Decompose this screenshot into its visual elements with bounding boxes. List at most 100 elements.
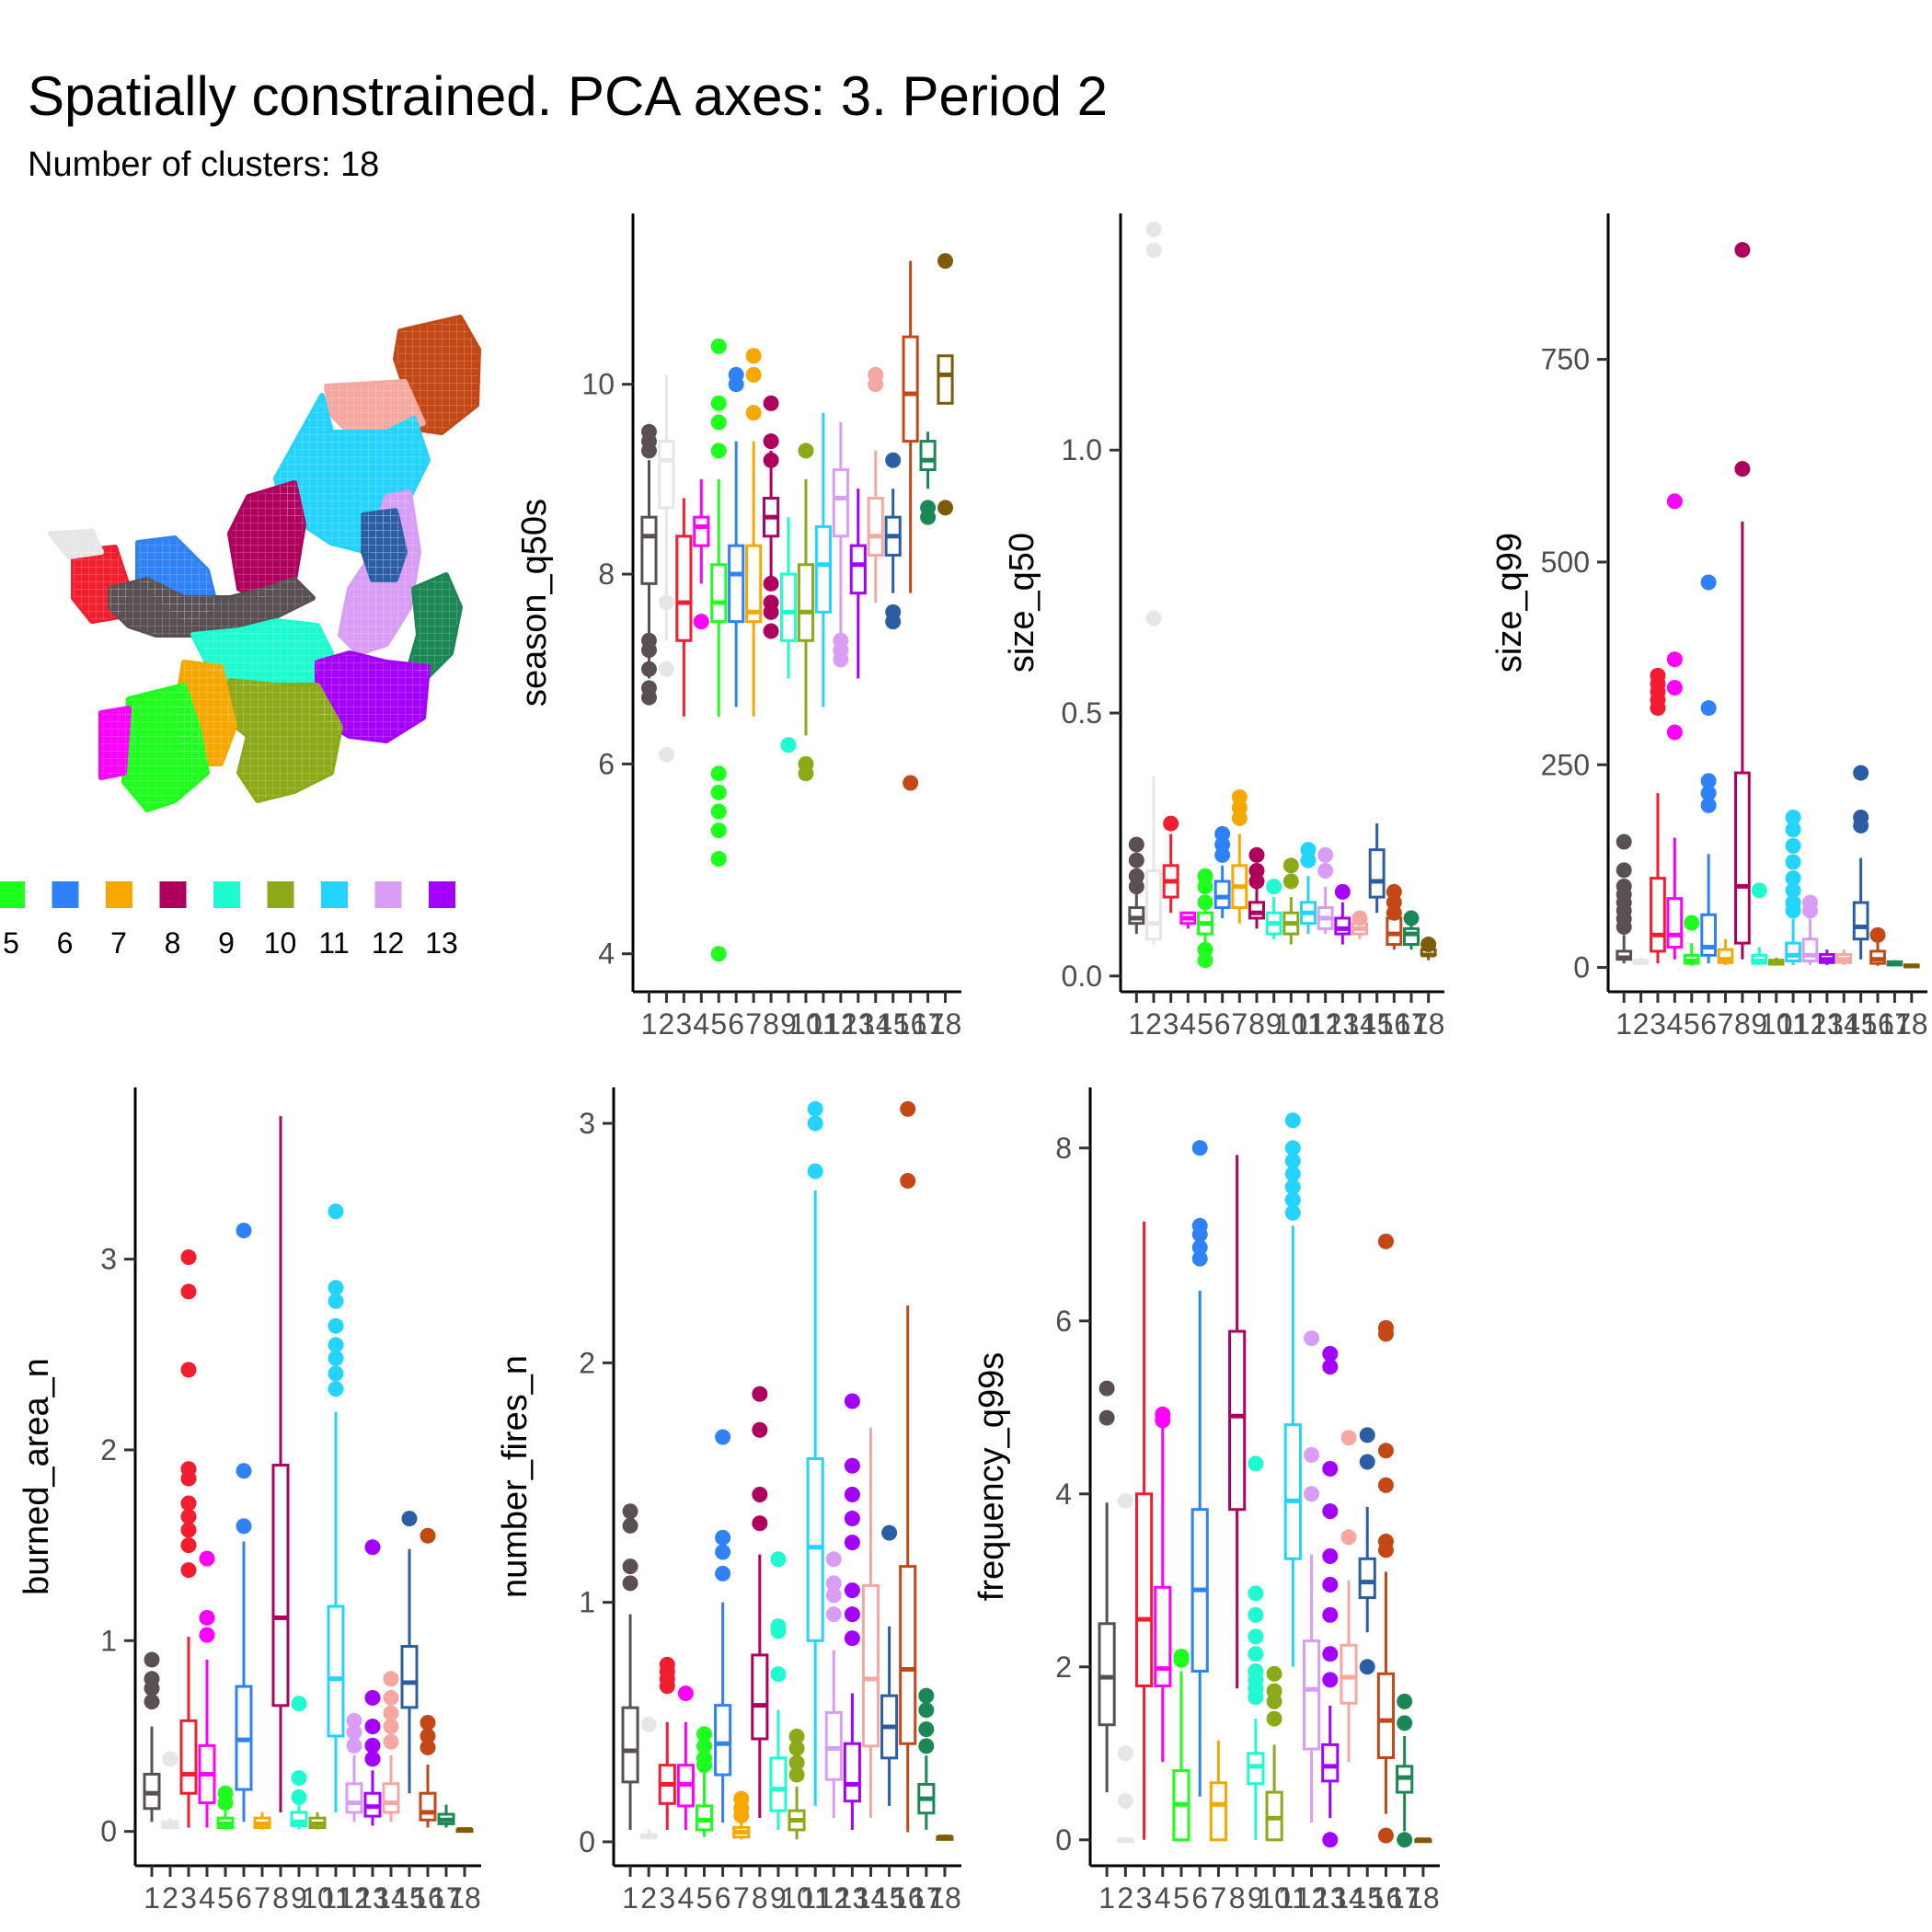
map-grid-texture <box>51 532 101 557</box>
box-cluster-17 <box>437 1804 455 1828</box>
x-tick-label: 10 <box>1258 1881 1291 1915</box>
outlier-point <box>710 414 727 431</box>
box-iqr <box>1334 916 1351 936</box>
box-cluster-9 <box>1265 879 1282 939</box>
box-cluster-4 <box>1666 493 1684 960</box>
outlier-point <box>1248 1628 1264 1645</box>
outlier-point <box>715 1429 731 1445</box>
outlier-point <box>1304 1486 1320 1502</box>
map-grid-texture <box>363 511 405 580</box>
outlier-point <box>658 594 674 611</box>
legend-swatch <box>429 881 455 908</box>
outlier-point <box>1351 910 1368 926</box>
box-cluster-16 <box>902 260 919 791</box>
outlier-point <box>1322 1461 1339 1478</box>
x-tick-label: 8 <box>763 1007 779 1041</box>
outlier-point <box>1785 810 1801 826</box>
outlier-point <box>291 1788 307 1805</box>
box-cluster-17 <box>1886 960 1903 967</box>
map-grid-texture <box>193 621 331 685</box>
outlier-point <box>364 1719 381 1735</box>
box-cluster-3 <box>658 1656 676 1830</box>
outlier-point <box>180 1249 197 1266</box>
outlier-point <box>885 452 902 468</box>
y-tick-label: 2 <box>579 1346 595 1379</box>
box-iqr <box>327 1604 345 1738</box>
legend-label: 8 <box>165 926 181 960</box>
x-tick-label: 5 <box>1173 1881 1190 1915</box>
box-cluster-11 <box>806 1100 824 1806</box>
outlier-point <box>180 1562 197 1579</box>
x-tick-label: 8 <box>1734 1007 1751 1041</box>
box-cluster-11 <box>1283 1112 1302 1667</box>
box-iqr <box>1340 1643 1358 1705</box>
x-tick-label: 17 <box>430 1881 463 1915</box>
outlier-point <box>1751 882 1767 899</box>
outlier-point <box>798 765 814 782</box>
box-cluster-6 <box>1213 826 1231 918</box>
box-cluster-18 <box>1414 1837 1432 1844</box>
y-tick-label: 250 <box>1541 748 1590 781</box>
outlier-point <box>918 1738 935 1754</box>
outlier-point <box>1359 1659 1375 1675</box>
box-cluster-4 <box>198 1550 216 1828</box>
outlier-point <box>1322 1359 1339 1375</box>
x-tick-label: 5 <box>696 1881 713 1915</box>
legend-swatch <box>267 881 294 908</box>
outlier-point <box>328 1280 344 1296</box>
outlier-point <box>1282 857 1299 874</box>
outlier-point <box>825 1587 842 1604</box>
x-tick-label: 3 <box>1650 1007 1666 1041</box>
x-tick-label: 12 <box>1309 1007 1342 1041</box>
legend-item-11: 11 <box>318 881 350 960</box>
box-iqr <box>751 1653 769 1741</box>
box-iqr <box>1403 926 1420 947</box>
outlier-point <box>1128 852 1144 868</box>
outlier-point <box>640 1716 657 1732</box>
x-tick-label: 2 <box>1633 1007 1650 1041</box>
legend-item-9: 9 <box>213 881 240 960</box>
outlier-point <box>383 1705 399 1721</box>
legend-item-12: 12 <box>372 881 404 960</box>
y-tick-label: 2 <box>1055 1650 1072 1684</box>
outlier-point <box>1322 1503 1339 1520</box>
outlier-point <box>1317 846 1334 863</box>
outlier-point <box>1684 914 1700 931</box>
y-tick-label: 0.5 <box>1062 696 1102 730</box>
outlier-point <box>162 1751 178 1767</box>
outlier-point <box>728 376 744 393</box>
legend-label: 7 <box>110 926 127 960</box>
x-tick-label: 4 <box>1666 1007 1683 1041</box>
x-tick-label: 10 <box>789 1007 822 1041</box>
x-tick-label: 1 <box>641 1007 658 1041</box>
x-tick-label: 2 <box>659 1007 675 1041</box>
map-legend: 5 6 7 8 9 10 11 12 13 <box>0 881 458 960</box>
x-tick-label: 16 <box>411 1881 444 1915</box>
outlier-point <box>1145 221 1162 237</box>
outlier-point <box>1734 242 1751 259</box>
outlier-point <box>844 1393 860 1409</box>
outlier-point <box>640 642 657 659</box>
y-axis-label: burned_area_n <box>17 1358 56 1595</box>
x-tick-label: 14 <box>859 1007 892 1041</box>
y-axis-label: size_q99 <box>1490 533 1529 673</box>
x-tick-label: 1 <box>144 1881 160 1915</box>
box-cluster-16 <box>419 1527 437 1828</box>
x-tick-label: 4 <box>677 1881 694 1915</box>
x-tick-label: 7 <box>1718 1007 1734 1041</box>
outlier-point <box>885 614 902 630</box>
outlier-point <box>328 1350 344 1366</box>
outlier-point <box>1284 1204 1301 1221</box>
y-tick-label: 6 <box>598 747 615 780</box>
box-iqr <box>769 1756 788 1812</box>
outlier-point <box>1284 1179 1301 1195</box>
y-tick-label: 1 <box>579 1586 595 1619</box>
outlier-point <box>217 1795 234 1811</box>
x-tick-label: 11 <box>1777 1007 1808 1041</box>
x-tick-label: 3 <box>659 1881 675 1915</box>
y-axis-label: season_q50s <box>515 499 554 707</box>
x-tick-label: 14 <box>855 1881 888 1915</box>
y-tick-label: 3 <box>579 1107 595 1140</box>
outlier-point <box>868 376 884 393</box>
